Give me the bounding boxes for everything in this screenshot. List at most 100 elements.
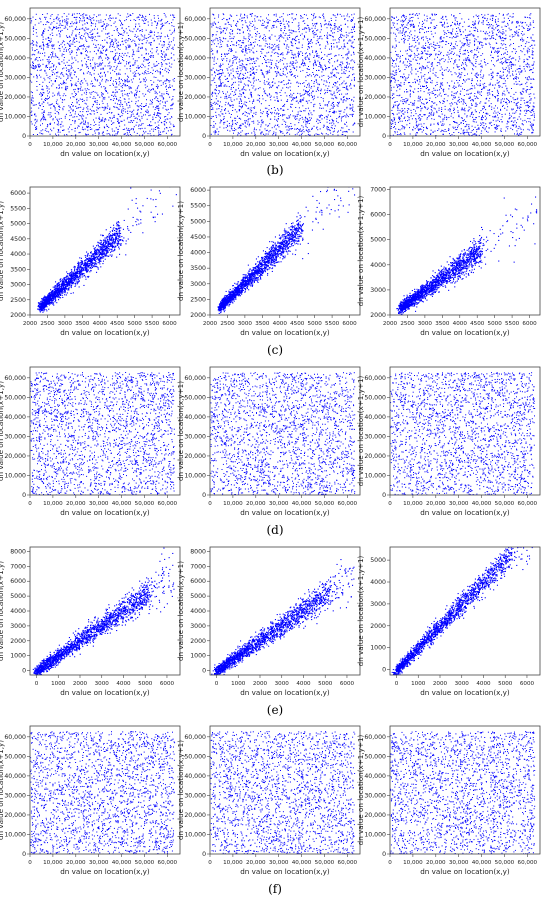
scatter-point: [239, 109, 240, 110]
scatter-point: [246, 70, 247, 71]
scatter-point: [58, 30, 59, 31]
scatter-point: [130, 46, 131, 47]
scatter-point: [456, 74, 457, 75]
scatter-point: [77, 29, 78, 30]
scatter-point: [260, 51, 261, 52]
scatter-point: [286, 95, 287, 96]
scatter-point: [311, 118, 312, 119]
scatter-point: [77, 13, 78, 14]
scatter-point: [261, 124, 262, 125]
scatter-points-b3: [390, 13, 535, 137]
scatter-point: [271, 55, 272, 56]
scatter-point: [285, 58, 286, 59]
x-tick-label: 40,000: [112, 142, 132, 148]
scatter-point: [155, 127, 156, 128]
scatter-point: [295, 107, 296, 108]
scatter-point: [342, 82, 343, 83]
scatter-point: [305, 108, 306, 109]
scatter-point: [220, 122, 221, 123]
scatter-point: [162, 45, 163, 46]
scatter-point: [33, 28, 34, 29]
scatter-point: [79, 34, 80, 35]
scatter-point: [47, 95, 48, 96]
scatter-point: [333, 120, 334, 121]
scatter-point: [50, 24, 51, 25]
scatter-point: [252, 67, 253, 68]
scatter-point: [116, 127, 117, 128]
scatter-point: [509, 36, 510, 37]
scatter-point: [270, 119, 271, 120]
scatter-point: [211, 125, 212, 126]
scatter-point: [485, 109, 486, 110]
scatter-point: [336, 26, 337, 27]
scatter-point: [43, 114, 44, 115]
scatter-point: [87, 17, 88, 18]
scatter-point: [347, 26, 348, 27]
scatter-point: [82, 45, 83, 46]
scatter-point: [115, 60, 116, 61]
scatter-point: [166, 93, 167, 94]
scatter-point: [277, 21, 278, 22]
scatter-point: [73, 109, 74, 110]
scatter-point: [406, 89, 407, 90]
scatter-point: [84, 46, 85, 47]
scatter-point: [211, 84, 212, 85]
scatter-point: [148, 65, 149, 66]
scatter-point: [144, 106, 145, 107]
scatter-point: [338, 91, 339, 92]
scatter-point: [236, 45, 237, 46]
scatter-point: [104, 46, 105, 47]
scatter-point: [76, 108, 77, 109]
scatter-point: [227, 130, 228, 131]
scatter-point: [251, 107, 252, 108]
scatter-point: [211, 94, 212, 95]
scatter-point: [351, 21, 352, 22]
scatter-point: [236, 23, 237, 24]
scatter-point: [157, 106, 158, 107]
scatter-point: [242, 20, 243, 21]
scatter-point: [80, 123, 81, 124]
scatter-point: [35, 65, 36, 66]
scatter-point: [105, 58, 106, 59]
scatter-point: [212, 108, 213, 109]
scatter-point: [163, 25, 164, 26]
scatter-point: [35, 127, 36, 128]
scatter-point: [490, 19, 491, 20]
scatter-point: [480, 66, 481, 67]
scatter-point: [146, 38, 147, 39]
scatter-point: [44, 52, 45, 53]
scatter-point: [133, 58, 134, 59]
scatter-point: [166, 22, 167, 23]
scatter-point: [344, 46, 345, 47]
scatter-point: [281, 23, 282, 24]
scatter-point: [213, 68, 214, 69]
scatter-point: [214, 127, 215, 128]
scatter-point: [115, 96, 116, 97]
scatter-point: [463, 31, 464, 32]
scatter-point: [353, 124, 354, 125]
scatter-point: [329, 77, 330, 78]
scatter-point: [114, 115, 115, 116]
scatter-point: [55, 81, 56, 82]
scatter-point: [156, 51, 157, 52]
scatter-point: [291, 100, 292, 101]
scatter-point: [37, 43, 38, 44]
scatter-point: [312, 31, 313, 32]
scatter-point: [295, 77, 296, 78]
scatter-point: [301, 131, 302, 132]
scatter-point: [173, 40, 174, 41]
scatter-point: [155, 129, 156, 130]
scatter-point: [290, 97, 291, 98]
scatter-point: [81, 81, 82, 82]
scatter-point: [63, 82, 64, 83]
scatter-point: [478, 23, 479, 24]
scatter-point: [322, 15, 323, 16]
scatter-point: [59, 119, 60, 120]
scatter-point: [137, 51, 138, 52]
scatter-point: [327, 36, 328, 37]
scatter-point: [432, 93, 433, 94]
scatter-point: [134, 54, 135, 55]
scatter-point: [298, 29, 299, 30]
scatter-point: [270, 97, 271, 98]
scatter-point: [134, 132, 135, 133]
